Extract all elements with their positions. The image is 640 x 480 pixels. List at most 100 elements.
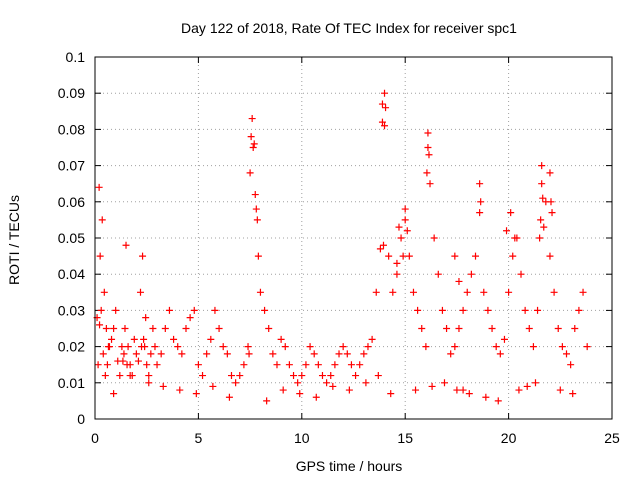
data-point (100, 288, 108, 296)
data-point (101, 372, 109, 380)
data-point (455, 325, 463, 332)
data-point (98, 216, 106, 224)
y-tick-label: 0.08 (58, 121, 85, 137)
data-point (459, 386, 467, 394)
data-point (477, 198, 485, 206)
data-point (430, 234, 438, 242)
data-point (246, 169, 254, 177)
data-point (306, 343, 314, 351)
data-point (194, 361, 202, 369)
data-point (329, 382, 337, 390)
data-point (244, 343, 252, 351)
data-point (492, 343, 500, 351)
data-point (102, 325, 110, 332)
data-point (192, 390, 200, 398)
data-point (161, 325, 169, 332)
data-point (534, 306, 542, 314)
data-point (571, 325, 579, 332)
data-point (378, 100, 386, 108)
data-point (538, 180, 546, 188)
data-point (134, 357, 142, 365)
data-point (207, 335, 215, 343)
data-point (347, 361, 355, 369)
data-point (356, 361, 364, 369)
data-point (376, 245, 384, 253)
data-point (209, 382, 217, 390)
y-tick-label: 0.02 (58, 339, 85, 355)
data-point (123, 361, 131, 369)
data-point (254, 252, 262, 260)
data-point (496, 350, 504, 358)
data-point (362, 379, 370, 387)
data-point (556, 386, 564, 394)
data-point (364, 343, 372, 351)
y-tick-label: 0.04 (58, 266, 85, 282)
data-point (393, 259, 401, 267)
data-point (277, 335, 285, 343)
data-point (145, 372, 153, 380)
data-point (368, 335, 376, 343)
data-point (547, 198, 555, 206)
data-point (511, 234, 519, 242)
data-point (314, 361, 322, 369)
data-point (147, 350, 155, 358)
data-point (418, 325, 426, 332)
data-point (236, 372, 244, 380)
data-point (476, 180, 484, 188)
data-point (124, 343, 132, 351)
data-point (285, 361, 293, 369)
data-point (503, 227, 511, 235)
data-point (96, 321, 104, 329)
data-point (399, 252, 407, 260)
data-point (352, 372, 360, 380)
data-point (96, 252, 104, 260)
x-tick-label: 20 (501, 430, 517, 446)
data-point (509, 252, 517, 260)
data-point (447, 350, 455, 358)
y-tick-label: 0.01 (58, 375, 85, 391)
data-point (145, 379, 153, 387)
data-point (279, 386, 287, 394)
data-point (381, 122, 389, 130)
data-point (165, 306, 173, 314)
data-point (142, 314, 150, 322)
chart-title: Day 122 of 2018, Rate Of TEC Index for r… (181, 20, 517, 36)
data-point (537, 216, 545, 224)
data-point (318, 372, 326, 380)
data-point (253, 216, 261, 224)
data-point (190, 306, 198, 314)
data-point (550, 288, 558, 296)
data-point (488, 325, 496, 332)
data-point (252, 205, 260, 213)
data-point (360, 350, 368, 358)
data-point (261, 306, 269, 314)
data-point (515, 386, 523, 394)
data-point (94, 361, 102, 369)
data-point (269, 350, 277, 358)
data-point (97, 306, 105, 314)
data-point (395, 223, 403, 231)
data-point (182, 325, 190, 332)
data-point (294, 379, 302, 387)
data-point (379, 241, 387, 249)
data-point (298, 372, 306, 380)
y-tick-label: 0.1 (66, 49, 86, 65)
y-tick-label: 0.09 (58, 85, 85, 101)
data-point (579, 288, 587, 296)
data-point (153, 361, 161, 369)
data-point (540, 223, 548, 231)
data-point (151, 343, 159, 351)
x-axis-label: GPS time / hours (296, 458, 403, 474)
data-point (412, 386, 420, 394)
data-point (451, 252, 459, 260)
data-point (472, 252, 480, 260)
data-point (245, 350, 253, 358)
data-point (281, 343, 289, 351)
data-point (500, 335, 508, 343)
data-point (438, 306, 446, 314)
data-point (539, 194, 547, 202)
data-point (103, 361, 111, 369)
data-point (378, 118, 386, 126)
